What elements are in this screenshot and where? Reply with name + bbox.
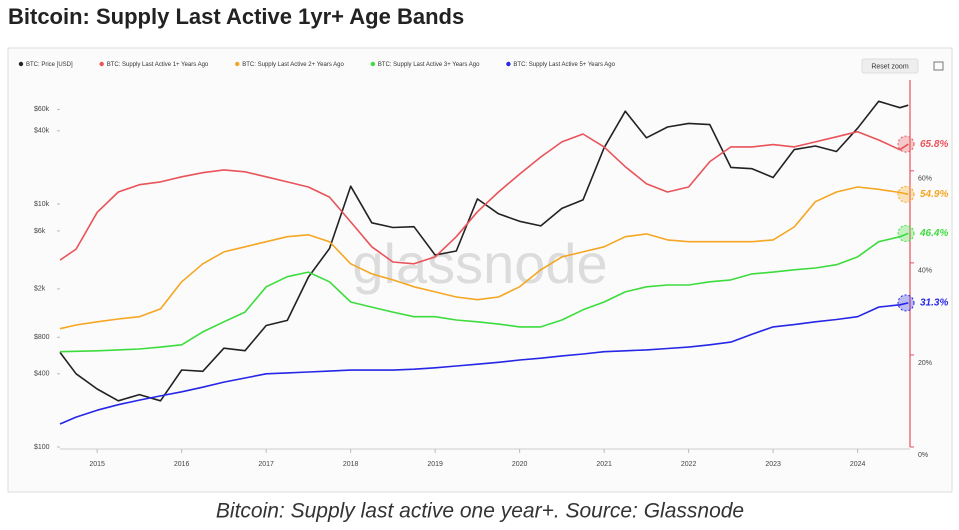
y-tick-label: $100 xyxy=(34,444,50,451)
end-label: 46.4% xyxy=(919,228,948,239)
reset-zoom-label[interactable]: Reset zoom xyxy=(871,63,909,70)
legend-marker xyxy=(506,61,511,67)
chart-title: Bitcoin: Supply Last Active 1yr+ Age Ban… xyxy=(8,4,464,29)
end-marker xyxy=(897,224,915,242)
legend-marker xyxy=(370,61,376,67)
y2-tick-label: 60% xyxy=(918,176,932,183)
end-label: 31.3% xyxy=(920,298,948,309)
x-tick-label: 2020 xyxy=(512,461,528,468)
legend-marker xyxy=(18,61,24,67)
end-label: 54.9% xyxy=(920,189,948,200)
menu-icon[interactable] xyxy=(933,61,944,71)
series-line xyxy=(59,232,909,353)
y-tick-label: $6k xyxy=(34,228,46,235)
x-tick-label: 2015 xyxy=(89,461,105,468)
y2-tick-label: 20% xyxy=(918,360,932,367)
x-tick-label: 2017 xyxy=(258,461,274,468)
y-tick-label: $2k xyxy=(34,286,46,293)
x-tick-label: 2021 xyxy=(596,461,612,468)
y2-tick-label: 0% xyxy=(918,452,928,459)
legend-label: BTC: Supply Last Active 2+ Years Ago xyxy=(242,62,344,68)
end-marker xyxy=(897,185,915,203)
series-line xyxy=(59,186,909,330)
legend-label: BTC: Supply Last Active 1+ Years Ago xyxy=(107,62,209,68)
end-marker xyxy=(897,135,915,153)
x-tick-label: 2019 xyxy=(427,461,443,468)
legend-label: BTC: Supply Last Active 3+ Years Ago xyxy=(378,62,480,68)
y-tick-label: $400 xyxy=(34,371,50,378)
end-marker xyxy=(897,294,915,312)
y-tick-label: $800 xyxy=(34,334,50,341)
legend-marker xyxy=(235,61,240,67)
x-tick-label: 2023 xyxy=(765,461,781,468)
series-line xyxy=(59,100,909,402)
series-line xyxy=(59,302,909,425)
x-tick-label: 2022 xyxy=(681,461,697,468)
caption: Bitcoin: Supply last active one year+. S… xyxy=(216,500,744,523)
reset-zoom-button[interactable] xyxy=(861,58,919,74)
end-label: 65.8% xyxy=(920,139,948,150)
x-tick-label: 2016 xyxy=(174,461,190,468)
legend-marker xyxy=(99,61,104,67)
y-tick-label: $40k xyxy=(34,128,50,135)
y-tick-label: $10k xyxy=(34,201,50,208)
y2-tick-label: 40% xyxy=(918,268,932,275)
x-tick-label: 2024 xyxy=(850,461,866,468)
y-tick-label: $60k xyxy=(34,106,50,113)
legend-label: BTC: Price [USD] xyxy=(26,62,73,68)
x-tick-label: 2018 xyxy=(343,461,359,468)
watermark: glassnode xyxy=(352,232,607,295)
legend-label: BTC: Supply Last Active 5+ Years Ago xyxy=(513,62,615,68)
series-line xyxy=(59,130,909,265)
